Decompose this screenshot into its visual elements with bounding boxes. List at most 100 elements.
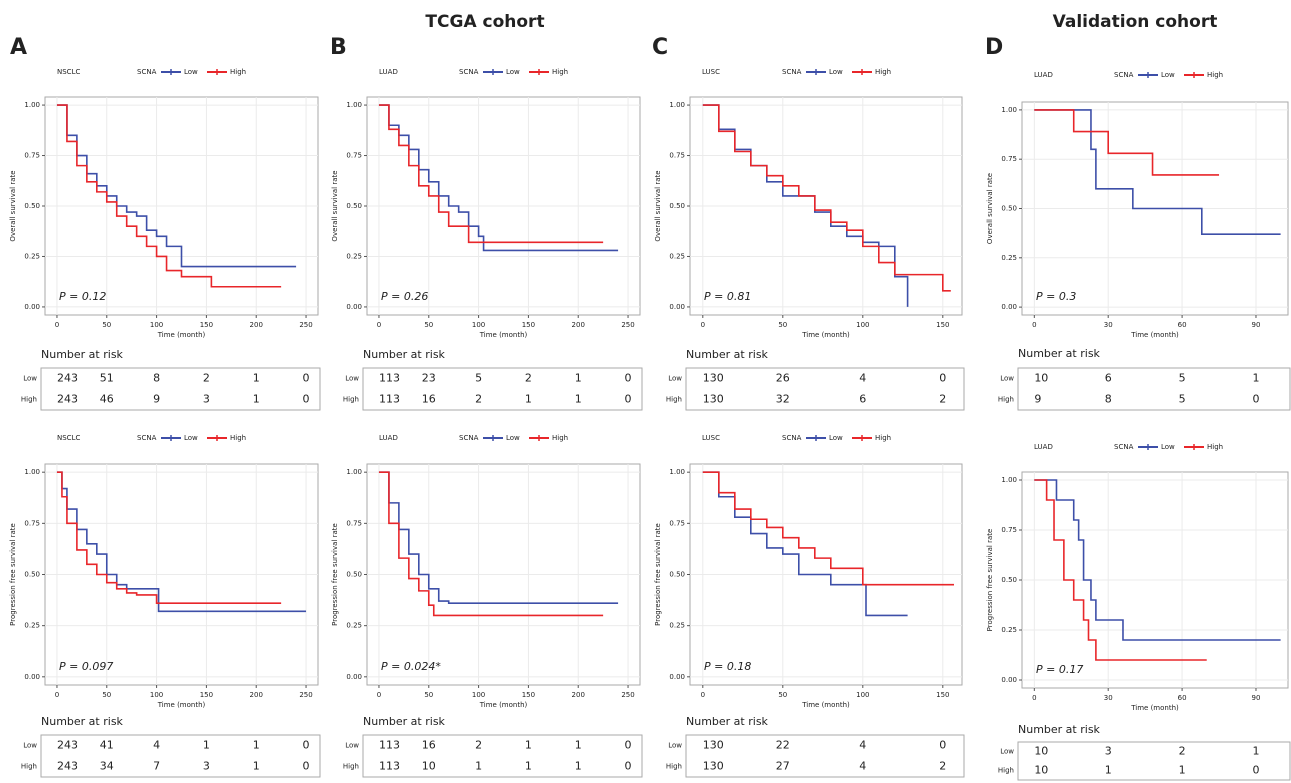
y-tick-label: 0.75 [669,152,685,160]
x-tick-label: 150 [936,691,949,699]
risk-row-label: Low [345,375,359,383]
y-axis-label: Overall survival rate [9,170,17,241]
x-tick-label: 0 [377,321,381,329]
y-tick-label: 0.50 [346,571,362,579]
risk-table-title: Number at risk [363,348,446,361]
x-axis-label: Time (month) [1130,331,1179,339]
y-tick-label: 1.00 [24,468,40,476]
risk-count: 9 [153,393,160,406]
legend-label: Low [829,434,843,442]
x-tick-label: 50 [424,691,433,699]
y-tick-label: 0.75 [346,519,362,527]
survival-curve [56,471,282,604]
y-tick-label: 0.00 [346,673,362,681]
x-tick-label: 0 [701,691,705,699]
risk-count: 0 [1252,393,1259,406]
risk-count: 26 [776,372,790,385]
risk-count: 9 [1034,393,1041,406]
y-tick-label: 1.00 [1001,106,1017,114]
risk-count: 10 [1034,745,1048,758]
risk-count: 0 [303,739,310,752]
legend-label: Low [184,68,198,76]
x-tick-label: 50 [102,691,111,699]
x-tick-label: 150 [200,321,213,329]
risk-count: 4 [859,760,866,773]
legend-label: Low [506,434,520,442]
legend-label: Low [506,68,520,76]
y-tick-label: 1.00 [1001,476,1017,484]
x-tick-label: 0 [55,691,59,699]
x-tick-label: 0 [701,321,705,329]
y-tick-label: 0.25 [346,252,362,260]
risk-count: 243 [57,393,78,406]
y-axis-label: Progression free survival rate [331,523,339,626]
x-tick-label: 50 [778,321,787,329]
p-value: P = 0.024* [381,660,441,673]
legend-title: LUAD [1034,71,1053,79]
risk-count: 1 [575,393,582,406]
risk-count: 130 [703,760,724,773]
y-tick-label: 1.00 [24,101,40,109]
risk-row-label: High [343,396,359,404]
survival-curve [702,104,951,292]
x-tick-label: 0 [55,321,59,329]
x-tick-label: 100 [472,691,485,699]
legend-label: High [1207,443,1223,451]
x-tick-label: 100 [150,321,163,329]
legend-label: High [1207,71,1223,79]
risk-count: 0 [625,739,632,752]
risk-count: 8 [1105,393,1112,406]
y-tick-label: 0.50 [24,202,40,210]
risk-table-title: Number at risk [41,348,124,361]
risk-count: 10 [422,760,436,773]
y-tick-label: 0.50 [346,202,362,210]
y-tick-label: 0.00 [24,673,40,681]
risk-count: 4 [153,739,160,752]
x-tick-label: 200 [250,691,263,699]
risk-count: 1 [525,393,532,406]
x-tick-label: 150 [936,321,949,329]
risk-count: 2 [525,372,532,385]
p-value: P = 0.26 [381,290,428,303]
legend-title: SCNA [459,68,479,76]
risk-count: 32 [776,393,790,406]
risk-count: 243 [57,372,78,385]
risk-table-title: Number at risk [686,348,769,361]
x-axis-label: Time (month) [157,331,206,339]
x-tick-label: 150 [200,691,213,699]
y-axis-label: Progression free survival rate [654,523,662,626]
risk-count: 51 [100,372,114,385]
legend-title: LUAD [1034,443,1053,451]
x-tick-label: 0 [1032,321,1036,329]
risk-count: 6 [859,393,866,406]
risk-count: 2 [475,739,482,752]
risk-table-box [1017,741,1291,781]
x-axis-label: Time (month) [479,331,528,339]
risk-table-title: Number at risk [686,715,769,728]
y-tick-label: 0.25 [1001,626,1017,634]
risk-count: 130 [703,739,724,752]
x-tick-label: 50 [778,691,787,699]
y-axis-label: Progression free survival rate [9,523,17,626]
y-tick-label: 0.00 [1001,676,1017,684]
cohort-header: TCGA cohort [425,12,544,32]
risk-count: 1 [253,393,260,406]
cohort-header: Validation cohort [1053,12,1218,32]
risk-count: 16 [422,739,436,752]
y-tick-label: 0.25 [669,622,685,630]
x-tick-label: 200 [572,691,585,699]
risk-count: 243 [57,760,78,773]
x-axis-label: Time (month) [157,701,206,709]
risk-count: 3 [203,760,210,773]
y-tick-label: 1.00 [346,101,362,109]
risk-table-box [362,734,643,778]
survival-curve [1034,479,1281,641]
y-tick-label: 0.75 [24,152,40,160]
risk-count: 3 [203,393,210,406]
x-axis-label: Time (month) [801,701,850,709]
risk-count: 27 [776,760,790,773]
legend-title: NSCLC [57,434,80,442]
x-tick-label: 200 [250,321,263,329]
y-tick-label: 0.50 [24,571,40,579]
x-axis-label: Time (month) [1130,704,1179,712]
